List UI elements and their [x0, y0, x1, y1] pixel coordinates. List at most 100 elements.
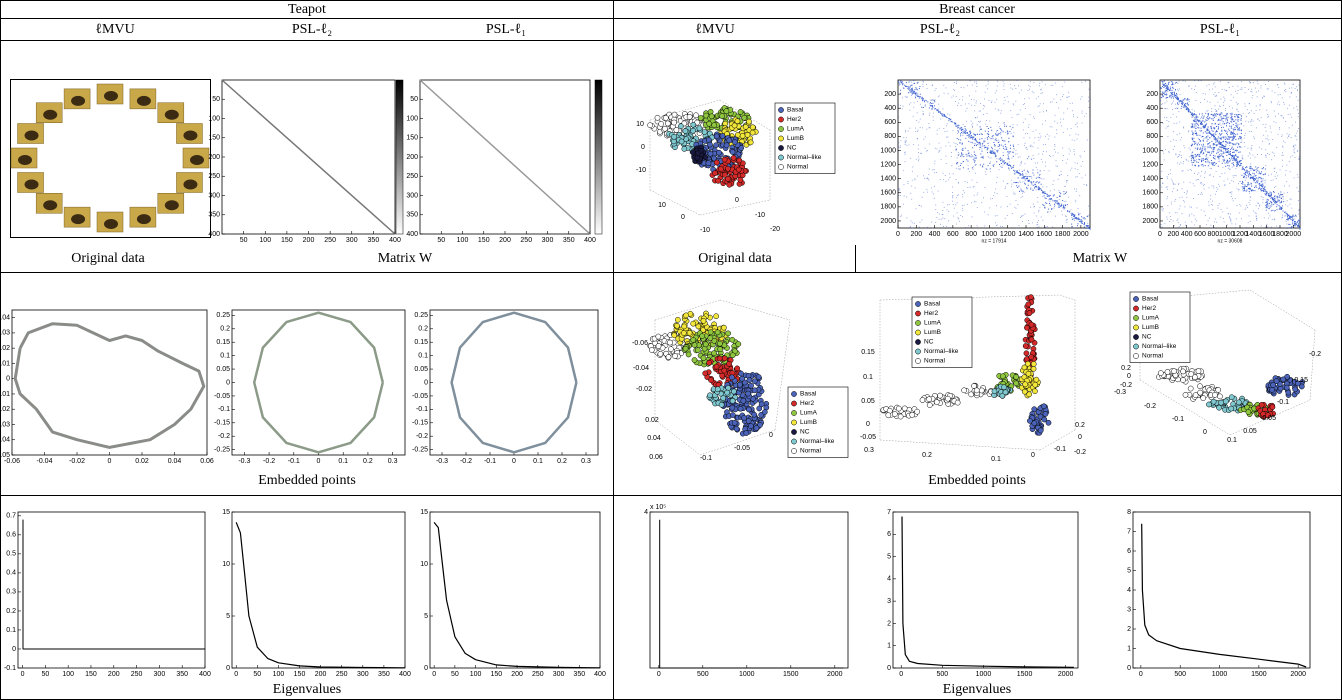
nz-dot	[1238, 130, 1239, 131]
nz-dot	[993, 142, 994, 143]
nz-dot	[979, 122, 980, 123]
nz-dot	[1025, 148, 1026, 149]
nz-dot	[1245, 106, 1246, 107]
nz-dot	[1228, 151, 1229, 152]
nz-dot	[1033, 131, 1034, 132]
nz-dot	[1265, 180, 1266, 181]
nz-dot	[1016, 182, 1017, 183]
nz-dot	[972, 123, 973, 124]
nz-dot	[1200, 194, 1201, 195]
nz-dot	[1278, 199, 1279, 200]
nz-dot	[1248, 188, 1249, 189]
nz-dot	[961, 155, 962, 156]
nz-dot	[1214, 113, 1215, 114]
sample-point	[742, 115, 747, 120]
nz-dot	[1266, 210, 1267, 211]
sample-point	[736, 167, 741, 172]
nz-dot	[1254, 180, 1255, 181]
nz-dot	[1215, 133, 1216, 134]
nz-dot	[1224, 185, 1225, 186]
nz-dot	[990, 161, 991, 162]
nz-dot	[1268, 205, 1269, 206]
nz-dot	[999, 169, 1000, 170]
nz-dot	[926, 189, 927, 190]
nz-dot	[1190, 169, 1191, 170]
nz-dot	[1075, 201, 1076, 202]
nz-dot	[994, 192, 995, 193]
nz-dot	[1178, 90, 1179, 91]
nz-dot	[939, 219, 940, 220]
nz-dot	[1274, 219, 1275, 220]
nz-dot	[914, 102, 915, 103]
x-tick-label: 50	[451, 671, 459, 678]
nz-dot	[1206, 85, 1207, 86]
nz-dot	[1182, 104, 1183, 105]
nz-dot	[1235, 144, 1236, 145]
nz-dot	[1015, 182, 1016, 183]
nz-dot	[1033, 92, 1034, 93]
nz-dot	[910, 80, 911, 81]
plot-frame	[18, 512, 205, 668]
y-tick-label: 400	[884, 105, 896, 112]
sample-point	[713, 143, 718, 148]
nz-dot	[1271, 102, 1272, 103]
nz-dot	[900, 82, 901, 83]
nz-dot	[1180, 162, 1181, 163]
nz-dot	[1290, 198, 1291, 199]
nz-dot	[969, 134, 970, 135]
nz-dot	[1197, 144, 1198, 145]
nz-dot	[1166, 216, 1167, 217]
nz-dot	[1192, 109, 1193, 110]
nz-dot	[1262, 186, 1263, 187]
point-cloud	[648, 311, 769, 436]
nz-dot	[1007, 132, 1008, 133]
nz-dot	[979, 142, 980, 143]
y-tick-label: 2	[1127, 626, 1131, 633]
nz-dot	[1295, 145, 1296, 146]
nz-dot	[1193, 162, 1194, 163]
nz-dot	[1221, 173, 1222, 174]
y-tick-label: 200	[208, 154, 220, 161]
nz-dot	[1234, 158, 1235, 159]
nz-dot	[1079, 219, 1080, 220]
nz-dot	[1219, 149, 1220, 150]
nz-dot	[1266, 193, 1267, 194]
nz-dot	[913, 93, 914, 94]
nz-dot	[1298, 128, 1299, 129]
nz-dot	[1277, 175, 1278, 176]
nz-dot	[902, 97, 903, 98]
nz-dot	[1087, 140, 1088, 141]
y-tick-label: 10	[222, 561, 230, 568]
nz-dot	[1288, 224, 1289, 225]
nz-dot	[1020, 217, 1021, 218]
nz-dot	[951, 165, 952, 166]
nz-dot	[926, 84, 927, 85]
nz-dot	[1020, 109, 1021, 110]
nz-dot	[1028, 172, 1029, 173]
nz-dot	[1216, 163, 1217, 164]
nz-dot	[917, 101, 918, 102]
nz-dot	[1036, 167, 1037, 168]
nz-dot	[1061, 125, 1062, 126]
nz-dot	[1270, 128, 1271, 129]
y-tick-label: 7	[887, 509, 891, 516]
nz-dot	[1235, 136, 1236, 137]
nz-dot	[1027, 176, 1028, 177]
nz-dot	[1268, 213, 1269, 214]
nz-dot	[1229, 142, 1230, 143]
nz-dot	[1180, 94, 1181, 95]
nz-dot	[1004, 161, 1005, 162]
teapot-shape	[190, 155, 204, 165]
nz-dot	[1229, 123, 1230, 124]
nz-dot	[1079, 195, 1080, 196]
nz-dot	[995, 92, 996, 93]
nz-dot	[1239, 146, 1240, 147]
nz-dot	[1008, 156, 1009, 157]
nz-dot	[1228, 154, 1229, 155]
nz-dot	[973, 159, 974, 160]
nz-dot	[1223, 160, 1224, 161]
x-tick-label: 0.2	[363, 458, 373, 465]
nz-dot	[1060, 119, 1061, 120]
nz-dot	[1272, 219, 1273, 220]
nz-dot	[1176, 80, 1177, 81]
